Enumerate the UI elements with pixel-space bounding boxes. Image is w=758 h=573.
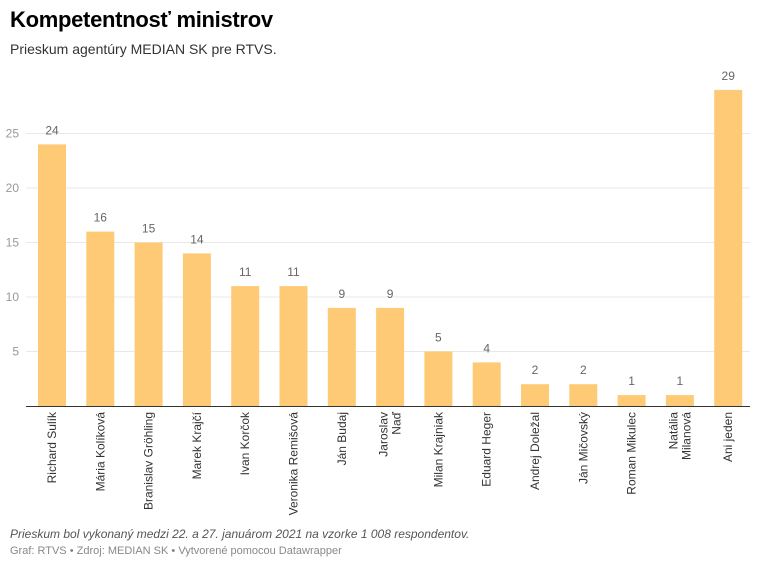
chart-credit: Graf: RTVS — [10, 545, 67, 557]
x-tick-label: Veronika Remišová — [287, 412, 301, 516]
x-tick-label: Roman Mikulec — [625, 412, 639, 495]
x-tick-label-line: Jaroslav — [377, 412, 391, 457]
separator: • — [69, 545, 74, 557]
x-tick-label: Ján Budaj — [335, 412, 349, 465]
value-label: 24 — [45, 123, 59, 137]
bar[interactable] — [472, 362, 501, 406]
x-axis-labels: Richard Sulík Mária Kolíková Branislav Grö… — [45, 411, 735, 515]
chart-subtitle: Prieskum agentúry MEDIAN SK pre RTVS. — [10, 41, 277, 57]
x-tick-label-line: Ani jeden — [721, 412, 735, 462]
bar[interactable] — [569, 384, 598, 406]
x-tick-label-line: Branislav Gröhling — [142, 412, 156, 510]
x-tick-label-line: Roman Mikulec — [625, 412, 639, 495]
value-label: 1 — [677, 374, 684, 388]
value-label: 11 — [287, 265, 300, 279]
x-tick-label: Andrej Doležal — [528, 412, 542, 490]
y-tick-label: 15 — [6, 236, 20, 250]
value-label: 2 — [532, 363, 539, 377]
separator: • — [171, 545, 176, 557]
x-tick-label-line: Milanová — [679, 412, 693, 460]
value-label: 29 — [722, 69, 736, 83]
x-tick-label-line: Mária Kolíková — [93, 412, 107, 492]
x-tick-label-line: Ján Budaj — [335, 412, 349, 465]
x-tick-label: Eduard Heger — [480, 412, 494, 487]
x-tick-label-line: Ivan Korčok — [238, 411, 252, 475]
x-tick-label-line: Milan Krajniak — [431, 411, 445, 487]
x-tick-label-line: Richard Sulík — [45, 411, 59, 483]
bar[interactable] — [86, 231, 115, 406]
bar[interactable] — [182, 253, 211, 406]
bar[interactable] — [376, 307, 405, 406]
x-tick-label-line: Andrej Doležal — [528, 412, 542, 490]
y-tick-label: 25 — [6, 127, 20, 141]
x-tick-label-line: Eduard Heger — [480, 412, 494, 487]
x-tick-label: Ján Mičovský — [576, 412, 590, 484]
chart-notes: Prieskum bol vykonaný medzi 22. a 27. ja… — [10, 527, 470, 541]
bar[interactable] — [424, 351, 453, 407]
value-label: 9 — [338, 287, 345, 301]
source-credit: Zdroj: MEDIAN SK — [76, 545, 169, 557]
bar[interactable] — [665, 395, 694, 406]
value-label: 16 — [94, 211, 108, 225]
bar[interactable] — [714, 89, 743, 407]
y-tick-label: 10 — [6, 290, 20, 304]
bar[interactable] — [134, 242, 163, 407]
chart-byline: Graf: RTVS • Zdroj: MEDIAN SK • Vytvoren… — [10, 545, 342, 557]
bar[interactable] — [231, 286, 260, 406]
x-tick-label: JaroslavNaď — [377, 411, 404, 456]
bar[interactable] — [521, 384, 549, 406]
value-label: 2 — [580, 363, 587, 377]
x-tick-label: Branislav Gröhling — [142, 412, 156, 510]
bars — [38, 89, 743, 407]
bar[interactable] — [279, 286, 308, 406]
value-label: 9 — [387, 287, 394, 301]
value-label: 15 — [142, 222, 156, 236]
x-tick-label-line: Ján Mičovský — [576, 412, 590, 484]
x-tick-label: Mária Kolíková — [93, 412, 107, 492]
value-label: 1 — [628, 374, 635, 388]
x-tick-label-line: Marek Krajčí — [190, 411, 204, 479]
x-tick-label-line: Naď — [390, 411, 404, 434]
bar[interactable] — [617, 395, 646, 406]
value-label: 4 — [483, 341, 490, 355]
x-tick-label: Ani jeden — [721, 412, 735, 462]
made-with-credit: Vytvorené pomocou Datawrapper — [178, 545, 342, 557]
x-tick-label: NatáliaMilanová — [666, 412, 693, 460]
y-tick-label: 5 — [12, 345, 19, 359]
x-tick-label: Marek Krajčí — [190, 411, 204, 479]
x-tick-label: Richard Sulík — [45, 411, 59, 483]
x-tick-label-line: Veronika Remišová — [287, 412, 301, 516]
x-tick-label: Milan Krajniak — [431, 411, 445, 487]
value-label: 14 — [190, 232, 204, 246]
value-label: 11 — [239, 265, 252, 279]
y-axis-ticks: 5 10 15 20 25 — [6, 127, 20, 359]
x-tick-label: Ivan Korčok — [238, 411, 252, 475]
y-tick-label: 20 — [6, 181, 20, 195]
chart-title: Kompetentnosť ministrov — [10, 7, 273, 32]
x-tick-label-line: Natália — [666, 412, 680, 450]
value-label: 5 — [435, 331, 442, 345]
bar[interactable] — [38, 144, 66, 406]
bar[interactable] — [327, 307, 356, 406]
